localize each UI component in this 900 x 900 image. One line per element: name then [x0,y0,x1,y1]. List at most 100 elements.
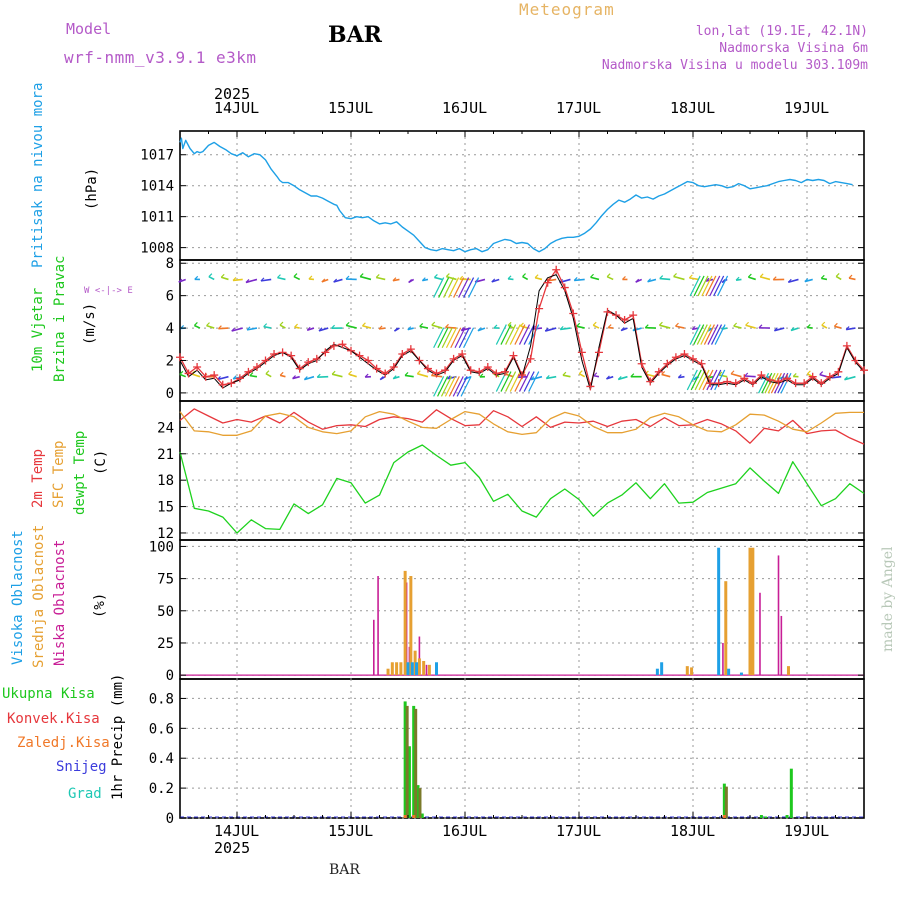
wind-vector [507,278,514,281]
wind-vector-head [459,275,464,280]
y-tick-label: 24 [157,420,174,436]
coords-label: lon,lat (19.1E, 42.1N) [695,24,868,39]
y-tick-label: 50 [157,604,174,620]
wind-hatch [706,369,718,391]
wind-vector-head [407,326,412,331]
wind-vector-head [848,274,853,279]
wind-vector-head [364,373,369,378]
wind-vector-head [691,325,696,330]
wind-vector [179,373,186,378]
wind-vector [647,278,657,283]
wind-speed-marker [748,379,757,388]
date-label: 19JUL [784,822,830,840]
date-label: 17JUL [556,99,602,117]
pressure-line [179,137,853,253]
precip-bar [722,783,726,818]
wind-vector-head [331,324,336,329]
wind-vector [807,326,813,329]
wind-speed-marker [406,345,415,354]
wind-vector [279,324,286,329]
wind-speed-marker [201,372,210,381]
wind-hatch [495,324,507,345]
wind-vector-head [592,321,597,326]
wind-hatch [689,275,701,297]
wind-vector [260,278,272,282]
wind-vector [294,326,300,329]
wind-speed-marker [364,356,373,365]
wind-vector-head [421,277,426,282]
wind-vector [821,277,828,281]
wind-vector [263,325,272,329]
wind-speed-marker [637,359,646,368]
wind-hatch [437,327,449,349]
total-precip-label: Ukupna Kisa [2,686,95,702]
wind-vector-head [303,376,308,381]
wind-vector [821,324,828,329]
wind-hatch [514,324,526,345]
panel-frame-4 [179,678,865,819]
wind-vector-head [416,370,421,375]
wind-speed-marker [244,367,253,376]
wind-hatch [433,376,445,397]
wind-hatch [693,324,705,345]
wind-vector-head [562,371,567,376]
wind-speed-marker [509,351,518,360]
wind-hatch [696,324,708,345]
cloud-bar [377,576,379,676]
wind-vector-head [635,278,640,283]
wind-vector-head [578,370,583,375]
precip-bar [403,815,407,818]
wind-hatch [693,275,705,297]
wind-hatch [713,275,725,297]
wind-speed-marker [834,367,843,376]
wind-ylabel: 10m Vjetar [30,287,46,372]
model-altitude-label: Nadmorska Visina u modelu 303.109m [601,58,868,73]
wind-speed-marker [825,372,834,381]
y-tick-label: 18 [157,473,174,489]
wind-hatch [694,369,706,391]
wind-vector [246,327,258,331]
wind-speed-marker [193,362,202,371]
wind-hatch [458,277,470,298]
cloud-bar [724,581,728,676]
wind-vector-head [321,278,326,283]
cloud-bar [399,662,403,676]
wind-speed-marker [783,374,792,383]
wind-vector-head [345,275,350,280]
wind-speed-marker [569,309,578,318]
y-tick-label: 25 [157,636,174,652]
wind-vector-head [787,278,792,283]
wind-hatch [697,275,709,297]
wind-vector-head [404,371,409,376]
wind-vector-head [179,370,184,375]
wind-vector-head [804,278,809,282]
wind-hatch [448,376,460,397]
wind-hatch [703,324,715,345]
wind-speed-marker [355,351,364,360]
wind-hatch [458,327,470,349]
wind-vector-head [361,322,366,327]
wind-hatch [707,324,719,345]
wind-vector-head [293,273,298,277]
wind-vector [608,326,614,329]
y-tick-label: 0.8 [149,691,174,707]
wind-vector-head [790,327,795,331]
y-tick-label: 75 [157,572,174,588]
precip-bar [403,701,407,818]
wind-vector-head [246,326,251,331]
wind-speed-marker [629,311,638,320]
watermark: made by Angel [880,546,896,653]
wind-speed-marker [176,353,184,362]
wind-speed-marker [295,364,304,373]
wind-vector [846,327,856,331]
wind-vector-head [773,327,778,332]
y-tick-label: 1008 [140,241,174,257]
wind-vector-head [232,375,237,380]
wind-vector [417,372,429,378]
cloud-unit: (%) [92,592,108,618]
wind-vector [376,276,386,281]
wind-vector [819,373,828,378]
y-tick-label: 15 [157,500,174,516]
wind-vector [392,278,400,282]
wind-hatch [468,277,480,298]
